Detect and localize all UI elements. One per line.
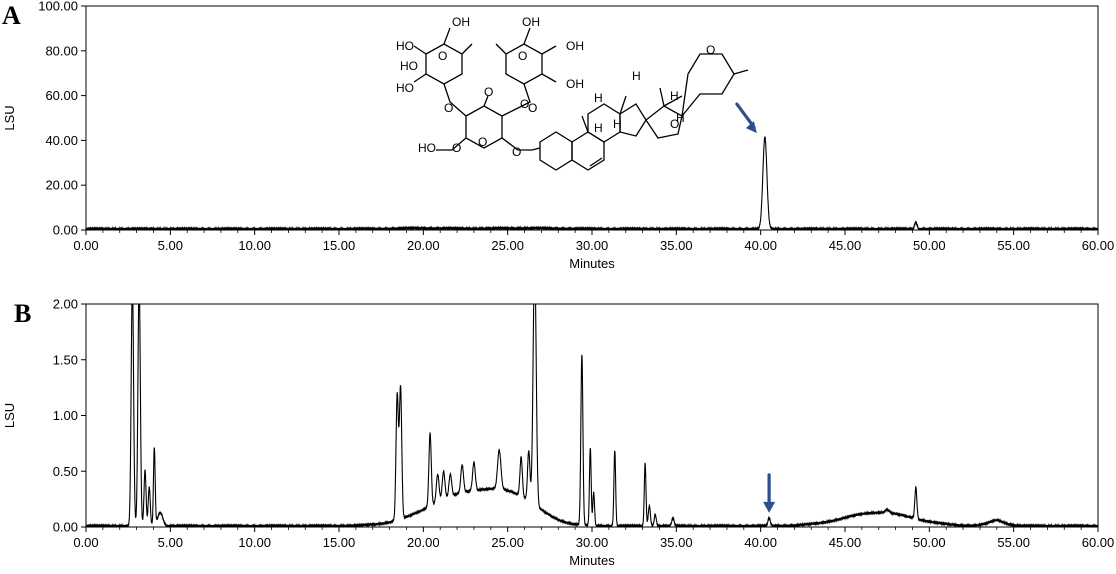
structure-atom-label: O <box>520 97 529 111</box>
structure-atom-label: H <box>676 111 685 125</box>
x-tick-label: 40.00 <box>744 535 777 550</box>
y-tick-label: 1.00 <box>53 408 78 423</box>
x-tick-label: 10.00 <box>238 535 271 550</box>
y-tick-label: 2.00 <box>53 297 78 312</box>
x-tick-label: 50.00 <box>913 238 946 253</box>
y-tick-label: 0.00 <box>53 223 78 238</box>
x-tick-label: 30.00 <box>576 238 609 253</box>
x-tick-label: 35.00 <box>660 238 693 253</box>
x-tick-label: 20.00 <box>407 535 440 550</box>
y-tick-label: 1.50 <box>53 352 78 367</box>
x-tick-label: 60.00 <box>1082 238 1115 253</box>
structure-atom-label: O <box>452 141 461 155</box>
y-tick-label: 60.00 <box>45 88 78 103</box>
structure-atom-label: O <box>706 43 715 57</box>
y-tick-label: 0.50 <box>53 464 78 479</box>
panel-b-chart: 0.00 5.00 10.00 15.00 20.00 25.00 30.00 35.00 40… <box>2 297 1115 569</box>
structure-atom-label: OH <box>566 39 584 53</box>
structure-atom-label: O <box>444 101 453 115</box>
y-tick-label: 20.00 <box>45 178 78 193</box>
structure-atom-label: O <box>478 135 487 149</box>
panel-b-label: B <box>14 299 31 328</box>
peak-arrow-a <box>735 102 757 134</box>
arrow-shaft <box>735 102 756 129</box>
structure-atom-label: O <box>512 145 521 159</box>
x-axis-label: Minutes <box>569 256 615 271</box>
panel-a-chart: 0.00 5.00 10.00 15.00 20.00 25.00 30.00 35.00 40… <box>2 0 1114 271</box>
x-tick-label: 60.00 <box>1082 535 1115 550</box>
arrow-head <box>763 501 776 513</box>
panel-a-label: A <box>2 1 21 30</box>
chromatogram-trace-a <box>86 136 1098 230</box>
structure-atom-label: OH <box>566 77 584 91</box>
structure-atom-label: O <box>670 117 679 131</box>
y-axis-label: LSU <box>2 105 17 130</box>
x-tick-label: 55.00 <box>997 535 1030 550</box>
chromatogram-trace-b <box>86 304 1098 527</box>
structure-atom-label: H <box>632 69 641 83</box>
x-tick-label: 5.00 <box>158 238 183 253</box>
x-tick-label: 25.00 <box>491 238 524 253</box>
x-tick-label: 15.00 <box>323 535 356 550</box>
structure-atom-label: H <box>670 89 679 103</box>
structure-atom-label: H <box>594 91 603 105</box>
y-tick-label: 40.00 <box>45 133 78 148</box>
x-tick-label: 5.00 <box>158 535 183 550</box>
structure-atom-label: OH <box>452 15 470 29</box>
structure-atom-label: O <box>438 49 447 63</box>
structure-atom-label: HO <box>396 39 414 53</box>
structure-atom-label: O <box>484 85 493 99</box>
y-tick-label: 0.00 <box>53 520 78 535</box>
x-tick-label: 40.00 <box>744 238 777 253</box>
structure-atom-label: HO <box>418 141 436 155</box>
structure-atom-label: H <box>594 121 603 135</box>
x-tick-label: 0.00 <box>73 535 98 550</box>
x-tick-label: 30.00 <box>576 535 609 550</box>
x-tick-label: 25.00 <box>491 535 524 550</box>
x-tick-label: 45.00 <box>829 535 862 550</box>
x-tick-label: 55.00 <box>997 238 1030 253</box>
y-tick-label: 80.00 <box>45 43 78 58</box>
x-tick-label: 10.00 <box>238 238 271 253</box>
structure-atom-label: O <box>528 101 537 115</box>
x-tick-label: 35.00 <box>660 535 693 550</box>
x-tick-label: 15.00 <box>323 238 356 253</box>
x-tick-label: 0.00 <box>73 238 98 253</box>
structure-atom-label: O <box>518 49 527 63</box>
x-tick-label: 20.00 <box>407 238 440 253</box>
plot-frame-a <box>85 5 1099 231</box>
molecular-structure-drawing <box>413 27 749 171</box>
x-axis-label: Minutes <box>569 553 615 568</box>
structure-atom-label: OH <box>522 15 540 29</box>
structure-atom-label: H <box>613 117 622 131</box>
y-axis-label: LSU <box>2 403 17 428</box>
x-tick-label: 50.00 <box>913 535 946 550</box>
peak-arrow-b <box>763 473 776 513</box>
y-tick-label: 100.00 <box>38 0 78 14</box>
arrow-head <box>745 121 757 134</box>
x-tick-label: 45.00 <box>829 238 862 253</box>
structure-atom-label: HO <box>396 81 414 95</box>
structure-atom-label: HO <box>400 59 418 73</box>
